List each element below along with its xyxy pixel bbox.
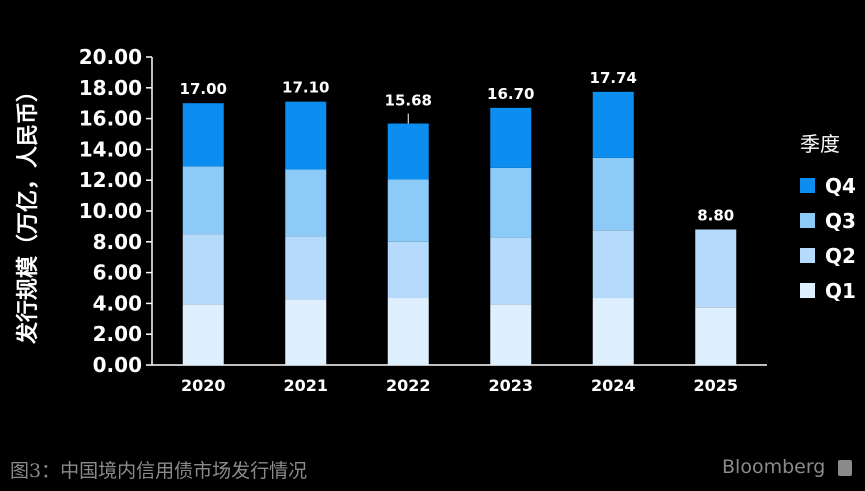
bar-2022-q3 [387,179,429,242]
legend-item-q2: Q2 [800,238,856,273]
y-tick-label: 8.00 [93,230,142,254]
legend-swatch [800,178,815,193]
x-tick-label: 2020 [181,376,226,395]
legend-label: Q1 [825,278,856,303]
total-label-2022: 15.68 [385,92,432,110]
y-tick-label: 2.00 [93,322,142,346]
total-label-2023: 16.70 [487,85,534,103]
bar-2020-q1 [182,304,224,365]
legend-swatch [800,248,815,263]
bar-2023-q1 [490,304,532,365]
legend-label: Q4 [825,173,856,198]
bar-2025-q2 [695,229,737,308]
bar-2024-q2 [592,230,634,299]
bar-2023-q2 [490,237,532,305]
bar-2023-q4 [490,107,532,168]
legend: Q4 Q3 Q2 Q1 [800,168,856,308]
bar-2022-q4 [387,123,429,180]
bloomberg-mark-icon [838,460,852,476]
legend-item-q4: Q4 [800,168,856,203]
bar-2025-q1 [695,307,737,365]
bar-2020-q2 [182,234,224,305]
total-label-2021: 17.10 [282,79,329,97]
y-tick-label: 4.00 [93,291,142,315]
bar-2020-q4 [182,103,224,167]
x-tick-label: 2021 [283,376,328,395]
legend-label: Q2 [825,243,856,268]
y-tick-label: 16.00 [79,107,142,131]
legend-swatch [800,283,815,298]
bar-2024-q4 [592,91,634,158]
bar-2023-q3 [490,167,532,238]
y-tick-label: 0.00 [93,353,142,377]
bar-2021-q4 [285,101,327,170]
x-tick-label: 2022 [386,376,431,395]
figure-caption: 图3：中国境内信用债市场发行情况 [10,460,308,482]
legend-item-q3: Q3 [800,203,856,238]
bar-2021-q1 [285,299,327,365]
y-tick-label: 18.00 [79,76,142,100]
bar-2024-q1 [592,298,634,365]
legend-title: 季度 [800,132,840,156]
x-tick-label: 2023 [488,376,533,395]
legend-item-q1: Q1 [800,273,856,308]
legend-label: Q3 [825,208,856,233]
x-tick-label: 2024 [591,376,636,395]
legend-swatch [800,213,815,228]
bar-2021-q2 [285,236,327,300]
x-tick-label: 2025 [693,376,738,395]
bar-2022-q1 [387,298,429,365]
bar-2021-q3 [285,169,327,237]
total-label-2020: 17.00 [180,80,227,98]
bloomberg-logo: Bloomberg [722,456,826,478]
total-label-2025: 8.80 [697,206,734,224]
y-tick-label: 10.00 [79,199,142,223]
total-label-2024: 17.74 [590,69,637,87]
bar-2022-q2 [387,241,429,299]
y-tick-label: 6.00 [93,261,142,285]
bar-2020-q3 [182,166,224,235]
y-tick-label: 20.00 [79,45,142,69]
y-tick-label: 14.00 [79,137,142,161]
y-tick-label: 12.00 [79,168,142,192]
bar-2024-q3 [592,157,634,231]
y-axis-label: 发行规模（万亿，人民币） [15,80,41,345]
